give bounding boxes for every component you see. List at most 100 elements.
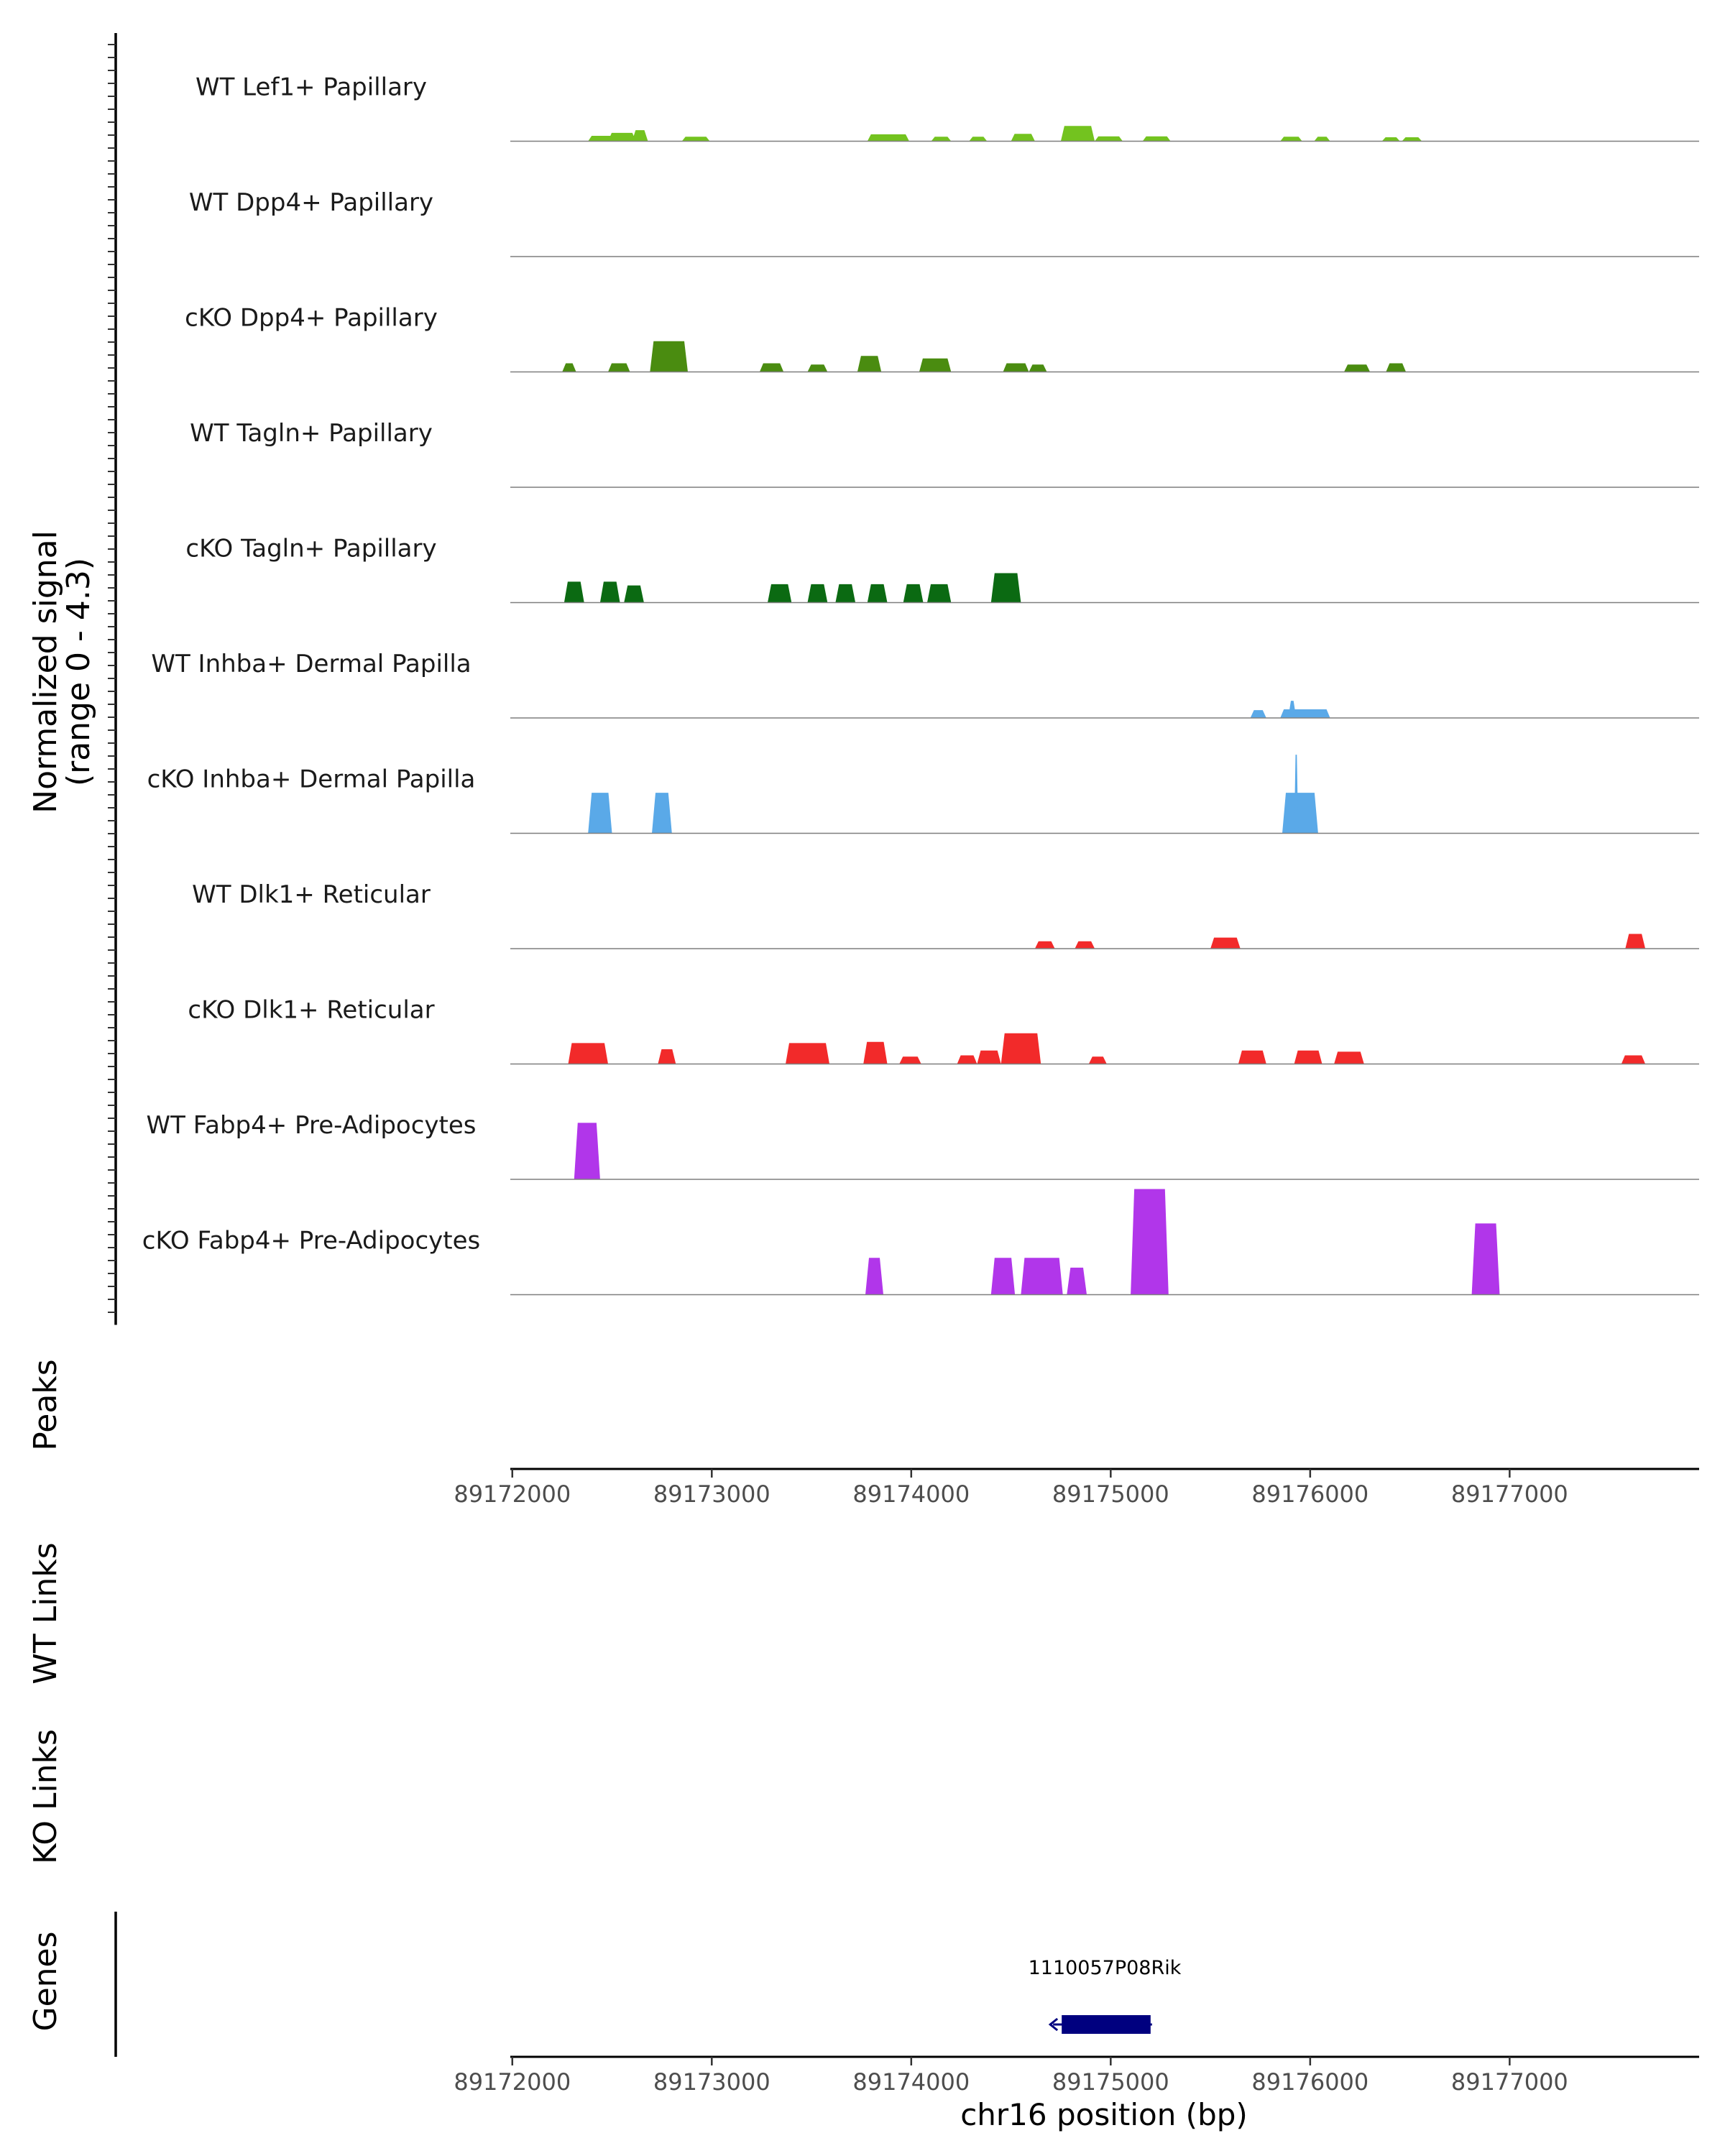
signal-bin-6 [957, 1055, 978, 1064]
track-label: cKO Dlk1+ Reticular [188, 996, 434, 1025]
signal-bin-14 [1381, 137, 1400, 142]
signal-bin-12 [1280, 137, 1302, 142]
x-tick-label: 89177000 [1451, 1480, 1568, 1508]
signal-bin-1 [574, 1123, 600, 1179]
peaks-label: Peaks [27, 1359, 64, 1450]
signal-bin-2 [990, 1258, 1016, 1295]
y-axis-range: (range 0 - 4.3) [60, 558, 97, 786]
track-5: cKO Tagln+ Papillary [185, 535, 1699, 604]
signal-bin-2 [1075, 941, 1095, 949]
x-tick-label: 89176000 [1251, 2068, 1368, 2096]
signal-bin-10 [1238, 1050, 1266, 1064]
genes-panel: 1110057P08Rik [114, 1912, 1182, 2057]
coverage-tracks: WT Lef1+ Papillary WT Dpp4+ Papillary cKO … [142, 73, 1699, 1296]
x-tick-label: 89176000 [1251, 1480, 1368, 1508]
signal-bin-1 [562, 363, 576, 372]
signal-bin-2 [608, 363, 630, 372]
track-2: WT Dpp4+ Papillary [189, 188, 1699, 257]
signal-bin-1 [865, 1258, 883, 1295]
y-axis-title: Normalized signal [27, 530, 64, 814]
gene-1: 1110057P08Rik [1029, 1957, 1182, 2034]
track-label: WT Dlk1+ Reticular [192, 880, 431, 909]
track-label: WT Tagln+ Papillary [190, 419, 433, 448]
signal-bin-9 [1060, 126, 1095, 142]
signal-bin-2 [1280, 709, 1330, 718]
signal-bin-3 [1282, 793, 1318, 834]
track-10: WT Fabp4+ Pre-Adipocytes [147, 1111, 1699, 1180]
gene-label: 1110057P08Rik [1029, 1957, 1182, 1979]
signal-bin-4 [863, 1041, 888, 1064]
track-label: cKO Inhba+ Dermal Papilla [147, 765, 476, 794]
signal-bin-9 [1088, 1056, 1107, 1064]
signal-bin-2 [658, 1049, 676, 1064]
signal-bin-3 [1210, 937, 1241, 949]
signal-bin-3 [786, 1043, 829, 1064]
signal-bin-2 [652, 793, 672, 834]
signal-bin-5 [807, 364, 828, 372]
signal-bin-10 [1095, 136, 1123, 142]
track-label: cKO Tagln+ Papillary [185, 535, 436, 563]
signal-bin-9 [927, 584, 952, 603]
x-tick-label: 89173000 [653, 2068, 770, 2096]
signal-bin-4 [681, 137, 710, 142]
wt-links-label: WT Links [27, 1542, 64, 1684]
gene-exon [1062, 2015, 1151, 2034]
x-tick-label: 89172000 [454, 2068, 571, 2096]
signal-bin-3 [650, 341, 688, 372]
track-11: cKO Fabp4+ Pre-Adipocytes [142, 1189, 1699, 1296]
ko-links-label: KO Links [27, 1729, 64, 1864]
signal-bin-15 [1402, 137, 1422, 142]
signal-bin-8 [1011, 134, 1035, 142]
signal-bin-6 [931, 137, 952, 142]
track-label: WT Fabp4+ Pre-Adipocytes [147, 1111, 477, 1140]
track-7: cKO Inhba+ Dermal Papilla [147, 755, 1699, 834]
x-tick-label: 89172000 [454, 1480, 571, 1508]
y-axis [108, 33, 117, 1325]
track-6: WT Inhba+ Dermal Papilla [151, 650, 1699, 719]
x-axis-genes: 89172000 89173000 89174000 89175000 89176000… [454, 2055, 1699, 2096]
signal-bin-2 [599, 581, 620, 603]
signal-bin-4 [1625, 934, 1646, 949]
signal-bin-10 [1344, 364, 1371, 372]
signal-bin-2 [608, 132, 636, 142]
signal-bin-10 [990, 573, 1021, 603]
signal-bin-1 [568, 1043, 608, 1064]
signal-bin-13 [1621, 1055, 1646, 1064]
x-tick-label: 89174000 [852, 2068, 970, 2096]
signal-bin-4 [1067, 1267, 1087, 1295]
signal-bin-8 [1003, 363, 1029, 372]
signal-bin-3 [1288, 701, 1297, 718]
track-label: WT Lef1+ Papillary [196, 73, 427, 102]
signal-bin-11 [1142, 136, 1171, 142]
genes-label: Genes [27, 1931, 64, 2031]
strand-arrow [1048, 2017, 1059, 2032]
signal-bin-5 [1131, 1189, 1169, 1295]
signal-bin-7 [977, 1050, 1001, 1064]
signal-bin-1 [588, 793, 612, 834]
signal-bin-4 [1294, 755, 1299, 834]
signal-bin-1 [1034, 941, 1055, 949]
signal-bin-3 [632, 130, 648, 142]
track-3: cKO Dpp4+ Papillary [185, 304, 1699, 373]
track-8: WT Dlk1+ Reticular [192, 880, 1699, 949]
signal-bin-7 [867, 584, 888, 603]
x-tick-label: 89173000 [653, 1480, 770, 1508]
signal-bin-1 [564, 581, 584, 603]
x-axis-title: chr16 position (bp) [960, 2097, 1248, 2132]
signal-bin-5 [807, 584, 828, 603]
track-label: cKO Fabp4+ Pre-Adipocytes [142, 1227, 481, 1256]
signal-bin-6 [857, 356, 882, 372]
side-labels: Normalized signal (range 0 - 4.3) Peaks … [27, 530, 97, 2031]
signal-bin-5 [899, 1056, 921, 1064]
signal-bin-13 [1314, 137, 1330, 142]
x-tick-label: 89175000 [1052, 1480, 1169, 1508]
signal-bin-9 [1029, 364, 1047, 372]
signal-bin-12 [1334, 1051, 1364, 1064]
track-1: WT Lef1+ Papillary [196, 73, 1699, 142]
signal-bin-11 [1386, 363, 1407, 372]
signal-bin-1 [1250, 710, 1266, 718]
x-tick-label: 89177000 [1451, 2068, 1568, 2096]
signal-bin-3 [624, 585, 644, 603]
x-axis-coverage: 89172000 89173000 89174000 89175000 89176000… [454, 1468, 1699, 1508]
